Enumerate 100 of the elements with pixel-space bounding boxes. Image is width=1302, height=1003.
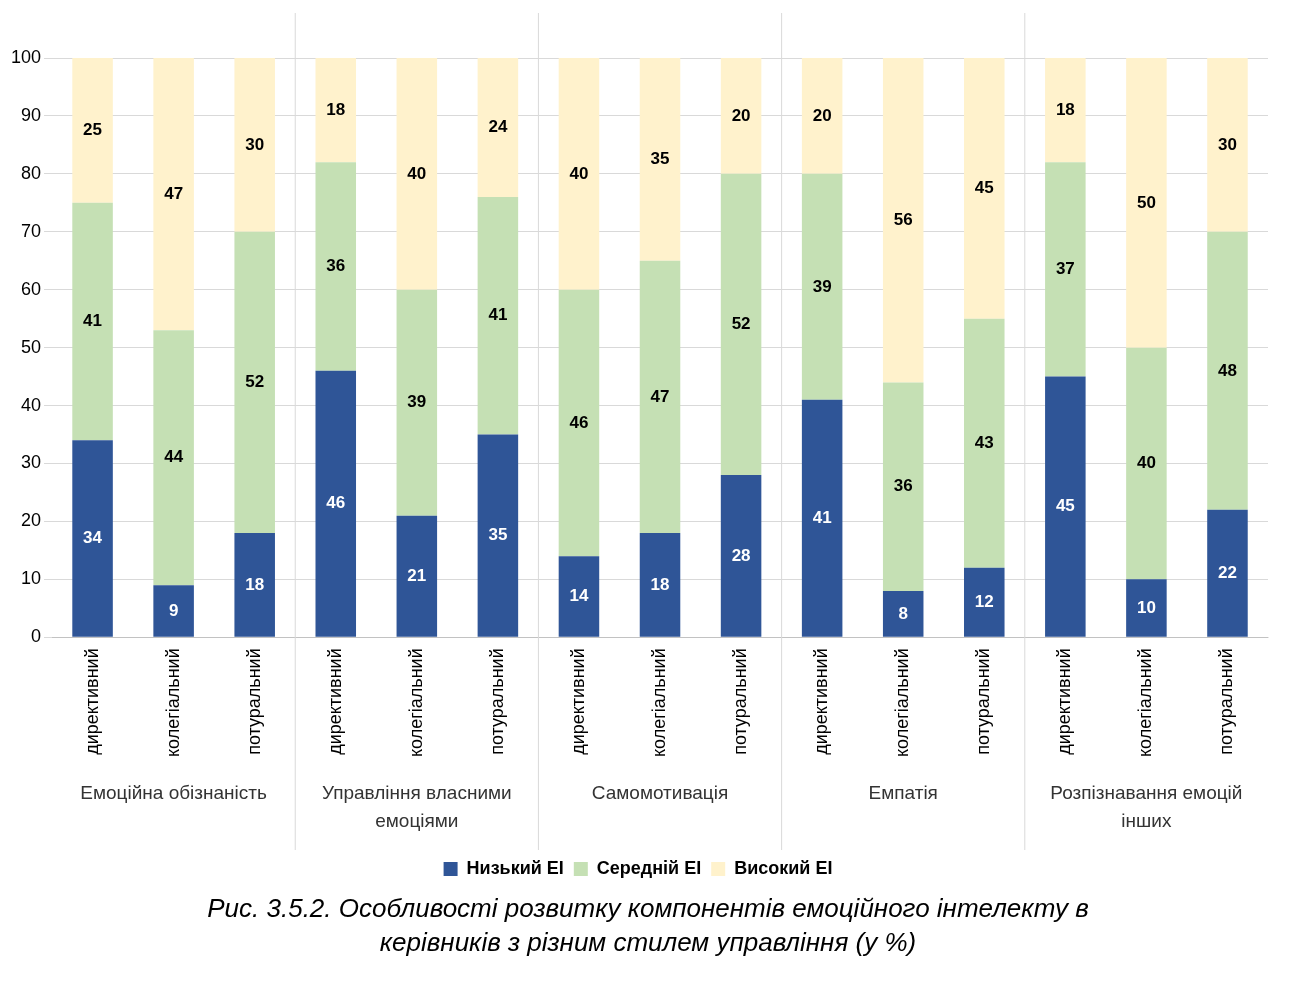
bar — [1045, 376, 1086, 637]
x-tick-label: директивний — [811, 648, 832, 755]
data-label: 36 — [326, 256, 346, 276]
bar — [396, 515, 438, 637]
x-tick-label: директивний — [567, 648, 588, 755]
bar — [477, 434, 519, 637]
data-label: 18 — [1055, 99, 1075, 119]
bar — [639, 533, 681, 637]
bar — [153, 330, 194, 586]
bar — [1126, 579, 1167, 637]
data-label: 45 — [1055, 496, 1075, 516]
data-label: 56 — [893, 209, 913, 229]
data-label: 40 — [1136, 453, 1156, 473]
x-tick-label: колегіальний — [162, 648, 183, 758]
bar — [477, 58, 519, 198]
x-tick-label: колегіальний — [648, 648, 669, 758]
text: Самомотивація — [591, 781, 729, 803]
bar — [315, 162, 357, 371]
bar — [558, 556, 600, 637]
data-label: 14 — [569, 586, 589, 606]
bar — [801, 173, 843, 400]
legend-label: Низький ЕІ — [466, 857, 564, 878]
y-tick-label: 10 — [21, 568, 42, 589]
bar — [1207, 509, 1248, 637]
bar — [1045, 58, 1086, 163]
y-tick-label: 20 — [21, 510, 42, 531]
bar — [882, 382, 924, 591]
data-label: 52 — [245, 372, 265, 392]
data-label: 30 — [1218, 134, 1237, 154]
x-tick-label: директивний — [81, 648, 102, 755]
data-label: 47 — [650, 386, 670, 406]
x-tick-label: потуральний — [730, 648, 751, 755]
x-tick-label: потуральний — [486, 648, 507, 755]
bar — [964, 318, 1005, 568]
data-label: 46 — [569, 412, 589, 432]
x-tick-label: директивний — [1054, 648, 1075, 755]
data-label: 45 — [974, 178, 994, 198]
bar — [882, 590, 924, 637]
bar — [72, 58, 113, 203]
x-tick-label: потуральний — [973, 648, 994, 755]
data-label: 50 — [1136, 192, 1156, 212]
data-label: 41 — [83, 311, 103, 331]
data-label: 47 — [164, 183, 184, 203]
data-label: 34 — [83, 528, 103, 548]
data-label: 44 — [164, 447, 184, 467]
bar — [1207, 231, 1248, 510]
text: Розпізнавання емоцій інших — [1050, 781, 1243, 831]
x-tick-label: колегіальний — [892, 648, 913, 758]
data-label: 28 — [731, 545, 751, 565]
text: Емпатія — [868, 781, 938, 803]
bar — [153, 58, 194, 331]
bar — [639, 260, 681, 534]
data-label: 41 — [488, 305, 508, 325]
data-label: 46 — [326, 493, 346, 513]
data-label: 43 — [974, 432, 994, 452]
data-label: 18 — [326, 99, 346, 119]
bar — [558, 289, 600, 557]
data-label: 20 — [731, 105, 751, 125]
y-tick-label: 50 — [21, 336, 42, 357]
data-label: 39 — [812, 276, 832, 296]
data-label: 25 — [83, 120, 103, 140]
bar — [234, 58, 275, 232]
bar — [882, 58, 924, 383]
bar — [396, 289, 438, 516]
legend-label: Високий ЕІ — [734, 857, 833, 878]
bar — [801, 58, 843, 174]
bar — [801, 399, 843, 637]
bar — [720, 173, 762, 476]
data-label: 35 — [488, 525, 508, 545]
data-label: 18 — [245, 574, 265, 594]
bar — [1126, 347, 1167, 580]
bar — [477, 197, 519, 435]
data-label: 41 — [812, 507, 832, 527]
y-tick-label: 70 — [21, 220, 42, 241]
bar — [639, 58, 681, 261]
data-label: 40 — [569, 163, 589, 183]
data-label: 9 — [168, 600, 179, 620]
bar — [964, 567, 1005, 637]
data-label: 24 — [488, 117, 508, 137]
x-tick-label: колегіальний — [405, 648, 426, 758]
bar — [315, 370, 357, 637]
y-tick-label: 80 — [21, 162, 42, 183]
data-label: 8 — [898, 603, 908, 623]
bar — [558, 58, 600, 290]
data-label: 36 — [893, 476, 913, 496]
bar — [1126, 58, 1167, 348]
text: Рис. 3.5.2. Особливості розвитку компонентів емоційного інтелекту в керівників з різним стилем управління (у %) — [206, 892, 1090, 959]
data-label: 18 — [650, 574, 670, 594]
y-tick-label: 30 — [21, 452, 42, 473]
bar — [396, 58, 438, 290]
data-label: 35 — [650, 149, 670, 169]
data-label: 39 — [407, 392, 427, 412]
bar — [1207, 58, 1248, 232]
data-label: 22 — [1218, 563, 1237, 582]
data-label: 12 — [974, 591, 994, 611]
x-tick-label: колегіальний — [1135, 648, 1156, 758]
bar — [1045, 162, 1086, 377]
y-tick-label: 90 — [21, 104, 42, 125]
data-label: 30 — [245, 134, 265, 154]
bar — [72, 202, 113, 441]
